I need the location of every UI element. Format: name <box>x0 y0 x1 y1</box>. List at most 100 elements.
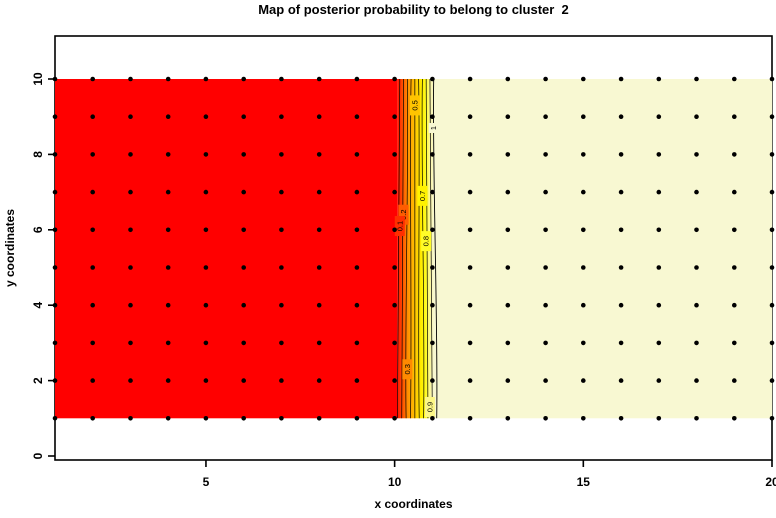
grid-point <box>90 76 95 82</box>
grid-point <box>316 265 322 270</box>
y-tick-label: 8 <box>31 151 45 158</box>
grid-point <box>618 76 624 82</box>
svg-text:0.9: 0.9 <box>425 402 434 412</box>
grid-point <box>354 378 360 383</box>
grid-point <box>203 416 209 421</box>
grid-point <box>694 152 699 157</box>
grid-point <box>618 416 624 421</box>
grid-point <box>90 302 95 308</box>
grid-point <box>279 302 284 308</box>
grid-point <box>392 189 397 195</box>
grid-point <box>354 416 360 421</box>
x-tick-label: 15 <box>577 475 591 489</box>
grid-point <box>128 265 133 270</box>
grid-point <box>203 302 209 308</box>
grid-point <box>732 416 737 421</box>
contour-label-0.5: 0.5 <box>409 95 420 116</box>
contour-label-0.3: 0.3 <box>402 359 413 380</box>
grid-point <box>618 114 624 119</box>
grid-point <box>279 416 284 421</box>
grid-point <box>505 227 511 233</box>
grid-point <box>241 114 246 119</box>
grid-point <box>694 302 699 308</box>
grid-point <box>52 340 58 346</box>
grid-point <box>90 340 95 346</box>
grid-point <box>694 76 699 82</box>
grid-point <box>279 114 284 119</box>
grid-point <box>581 416 586 421</box>
grid-point <box>581 189 586 195</box>
grid-point <box>656 76 662 82</box>
grid-point <box>430 227 435 233</box>
grid-point <box>467 265 473 270</box>
grid-point <box>392 416 397 421</box>
grid-point <box>128 227 133 233</box>
grid-point <box>618 152 624 157</box>
grid-point <box>279 378 284 383</box>
grid-point <box>203 76 209 82</box>
grid-point <box>732 76 737 82</box>
grid-point <box>392 340 397 346</box>
grid-point <box>732 378 737 383</box>
grid-point <box>316 340 322 346</box>
grid-point <box>467 340 473 346</box>
grid-point <box>316 152 322 157</box>
grid-point <box>505 76 511 82</box>
svg-text:0.3: 0.3 <box>403 364 412 374</box>
grid-point <box>581 340 586 346</box>
grid-point <box>203 189 209 195</box>
grid-point <box>241 152 246 157</box>
grid-point <box>279 227 284 233</box>
grid-point <box>694 378 699 383</box>
grid-point <box>656 378 662 383</box>
x-tick-label: 5 <box>203 475 210 489</box>
grid-point <box>656 302 662 308</box>
grid-point <box>203 114 209 119</box>
contour-labels: 0.5 1 0.7 0.20.1 0.8 0.3 0.9 <box>394 95 439 417</box>
grid-point <box>279 340 284 346</box>
grid-point <box>203 340 209 346</box>
svg-text:0.8: 0.8 <box>422 236 431 246</box>
grid-point <box>769 265 775 270</box>
grid-point <box>316 227 322 233</box>
grid-point <box>316 378 322 383</box>
grid-point <box>128 340 133 346</box>
y-tick-label: 2 <box>31 377 45 384</box>
grid-point <box>505 416 511 421</box>
plot-title: Map of posterior probability to belong t… <box>258 2 569 17</box>
grid-point <box>581 302 586 308</box>
grid-point <box>354 340 360 346</box>
grid-point <box>430 189 435 195</box>
grid-point <box>165 302 171 308</box>
grid-point <box>165 114 171 119</box>
grid-point <box>392 378 397 383</box>
grid-point <box>769 189 775 195</box>
grid-point <box>430 152 435 157</box>
grid-point <box>543 416 548 421</box>
grid-point <box>165 227 171 233</box>
grid-point <box>732 152 737 157</box>
grid-point <box>52 416 58 421</box>
grid-point <box>656 416 662 421</box>
grid-point <box>769 76 775 82</box>
grid-point <box>354 152 360 157</box>
grid-point <box>581 76 586 82</box>
y-tick-label: 0 <box>31 452 45 459</box>
grid-point <box>769 114 775 119</box>
grid-point <box>241 76 246 82</box>
grid-point <box>165 378 171 383</box>
grid-point <box>543 340 548 346</box>
contour-line-0.3 <box>405 78 409 419</box>
y-tick-label: 6 <box>31 226 45 233</box>
grid-point <box>316 189 322 195</box>
grid-point <box>656 227 662 233</box>
grid-point <box>128 302 133 308</box>
grid-point <box>467 76 473 82</box>
grid-point <box>656 152 662 157</box>
grid-point <box>543 76 548 82</box>
grid-point <box>430 114 435 119</box>
grid-point <box>354 76 360 82</box>
grid-point <box>505 340 511 346</box>
grid-point <box>543 227 548 233</box>
grid-point <box>769 378 775 383</box>
